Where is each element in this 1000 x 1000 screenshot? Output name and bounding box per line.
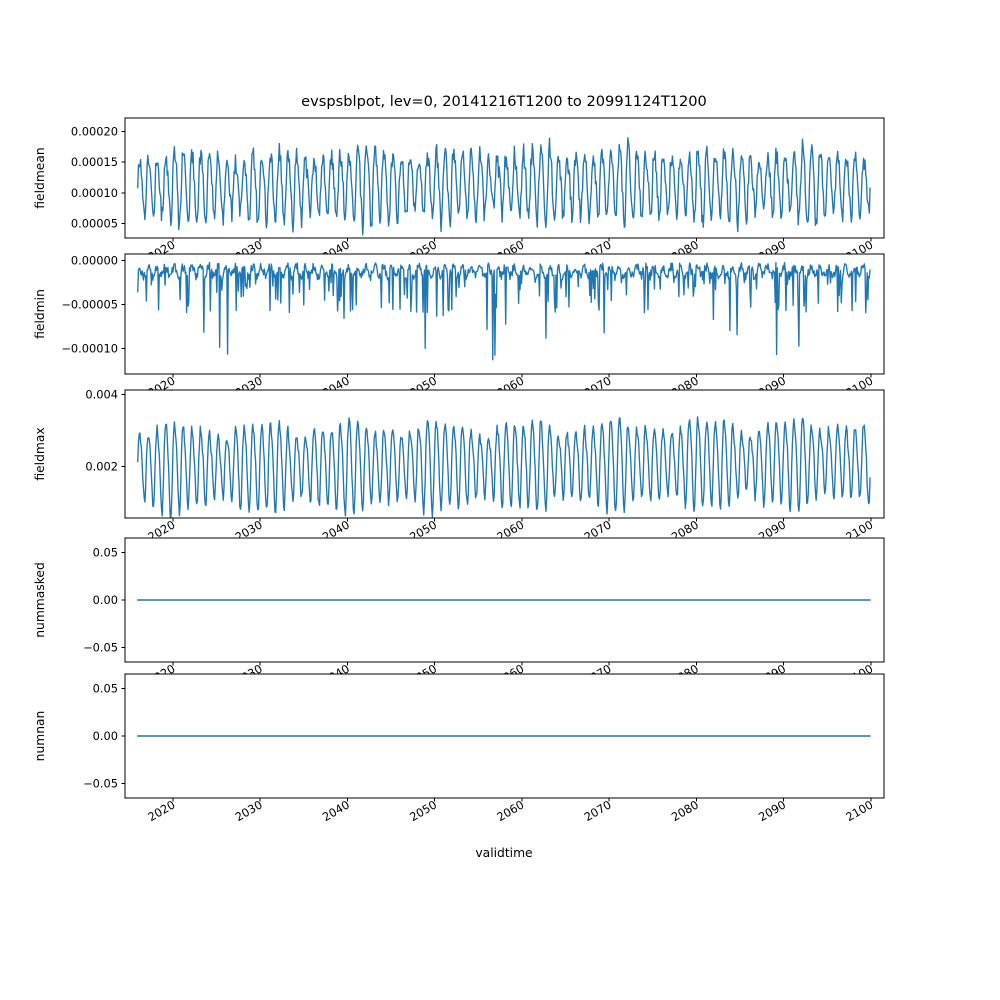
y-axis-label-nummasked: nummasked bbox=[33, 562, 47, 638]
y-tick-label: 0.05 bbox=[93, 545, 118, 559]
y-tick-label: 0.002 bbox=[85, 460, 118, 474]
y-tick-label: 0.00005 bbox=[71, 217, 118, 231]
panel-spines bbox=[124, 537, 885, 663]
y-tick-label: −0.00010 bbox=[61, 341, 118, 355]
y-axis-label-fieldmin: fieldmin bbox=[33, 289, 47, 339]
y-tick-label: −0.05 bbox=[83, 641, 118, 655]
data-line-fieldmin bbox=[137, 261, 871, 361]
y-tick-label: 0.00010 bbox=[71, 186, 118, 200]
y-tick-label: 0.00 bbox=[93, 729, 118, 743]
y-axis-label-fieldmean: fieldmean bbox=[33, 147, 47, 208]
figure-title: evspsblpot, lev=0, 20141216T1200 to 2099… bbox=[301, 93, 707, 110]
y-axis-label-fieldmax: fieldmax bbox=[33, 427, 47, 480]
panel-spines bbox=[124, 389, 885, 519]
data-line-fieldmean bbox=[137, 137, 871, 236]
panel-spines bbox=[124, 253, 885, 375]
y-tick-label: −0.00005 bbox=[61, 297, 118, 311]
y-tick-label: 0.00020 bbox=[71, 125, 118, 139]
y-tick-label: 0.00 bbox=[93, 593, 118, 607]
y-tick-label: 0.00000 bbox=[71, 253, 118, 267]
y-tick-label: 0.00015 bbox=[71, 155, 118, 169]
panel-spines bbox=[124, 117, 885, 239]
y-axis-label-numnan: numnan bbox=[33, 711, 47, 762]
y-tick-label: −0.05 bbox=[83, 777, 118, 791]
data-line-fieldmax bbox=[137, 416, 871, 518]
x-axis-label: validtime bbox=[475, 846, 532, 860]
panel-spines bbox=[124, 673, 885, 799]
y-tick-label: 0.004 bbox=[85, 387, 118, 401]
y-tick-label: 0.05 bbox=[93, 681, 118, 695]
